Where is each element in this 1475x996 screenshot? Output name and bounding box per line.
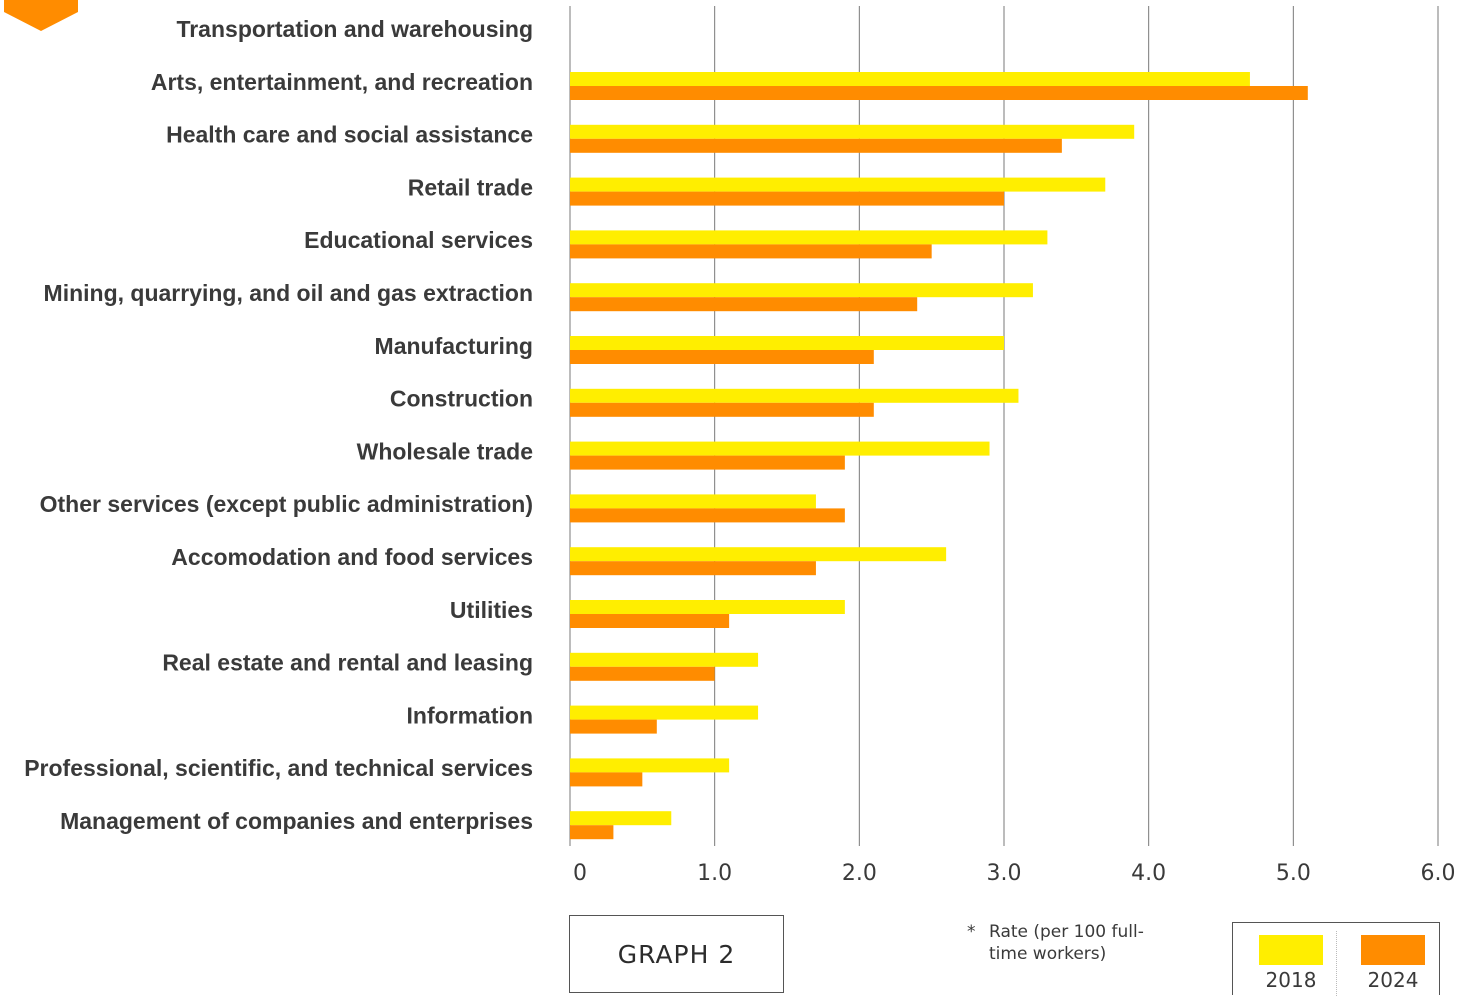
category-label-1: Arts, entertainment, and recreation (151, 69, 533, 95)
category-label-12: Real estate and rental and leasing (162, 650, 533, 676)
category-label-8: Wholesale trade (357, 438, 533, 464)
graph-label: GRAPH 2 (617, 939, 736, 969)
legend-swatch-2024 (1361, 935, 1425, 965)
graph-label-box: GRAPH 2 (569, 915, 784, 993)
bar-2018-8 (570, 441, 990, 456)
legend-swatch-2018 (1259, 935, 1323, 965)
x-tick-label-5: 5.0 (1276, 861, 1311, 886)
category-labels: Transportation and warehousing Arts, ente… (24, 16, 533, 834)
x-tick-label-6: 6.0 (1421, 861, 1456, 886)
bar-2024-10 (570, 561, 816, 576)
x-tick-label-1: 1.0 (697, 861, 732, 886)
bar-2024-15 (570, 825, 614, 840)
legend-label-2018: 2018 (1265, 968, 1317, 992)
x-tick-label-2: 2.0 (842, 861, 877, 886)
bar-2024-14 (570, 772, 643, 787)
footnote-text: Rate (per 100 full-time workers) (989, 922, 1144, 964)
bar-2024-11 (570, 614, 730, 628)
category-label-10: Accomodation and food services (171, 544, 533, 570)
category-label-7: Construction (390, 386, 533, 412)
bar-2024-5 (570, 297, 918, 312)
bar-2024-9 (570, 508, 845, 523)
bar-2018-13 (570, 705, 759, 720)
bar-2018-15 (570, 811, 672, 826)
bar-2024-3 (570, 191, 1004, 206)
legend-item-2018: 2018 (1259, 935, 1323, 992)
bar-chart: Transportation and warehousing Arts, ente… (24, 6, 1456, 886)
bar-2018-4 (570, 230, 1048, 245)
bar-2024-6 (570, 350, 874, 364)
bar-2018-12 (570, 652, 759, 667)
bars (570, 72, 1308, 840)
category-label-15: Management of companies and enterprises (60, 808, 533, 834)
bar-2024-2 (570, 138, 1062, 153)
x-tick-label-0: 0 (573, 861, 587, 886)
footnote-marker: * (967, 922, 976, 942)
bar-2018-11 (570, 600, 845, 614)
bar-2018-7 (570, 388, 1019, 403)
bar-2024-12 (570, 666, 715, 681)
bar-2018-1 (570, 72, 1250, 86)
category-label-14: Professional, scientific, and technical … (24, 755, 533, 781)
x-tick-label-3: 3.0 (987, 861, 1022, 886)
corner-tab-marker (4, 0, 78, 31)
bar-2018-14 (570, 758, 730, 773)
category-label-9: Other services (except public administra… (40, 491, 533, 517)
bar-2018-2 (570, 124, 1135, 139)
x-axis-tick-labels: 0 1.0 2.0 3.0 4.0 5.0 6.0 (573, 861, 1456, 886)
legend-item-2024: 2024 (1361, 935, 1425, 992)
legend-divider (1336, 931, 1337, 996)
category-label-2: Health care and social assistance (166, 122, 533, 148)
category-label-3: Retail trade (408, 174, 533, 200)
legend-label-2024: 2024 (1367, 968, 1419, 992)
bar-2018-5 (570, 283, 1033, 298)
x-tick-label-4: 4.0 (1131, 861, 1166, 886)
category-label-11: Utilities (450, 597, 533, 623)
category-label-6: Manufacturing (375, 333, 533, 359)
legend: 2018 2024 (1232, 922, 1440, 996)
bar-2024-1 (570, 86, 1308, 100)
bar-2018-6 (570, 336, 1004, 350)
bar-2018-10 (570, 547, 947, 562)
bar-2024-4 (570, 244, 932, 259)
bar-2024-13 (570, 719, 657, 734)
bar-2024-7 (570, 402, 874, 417)
category-label-13: Information (407, 702, 534, 728)
bar-2024-8 (570, 455, 845, 470)
bar-2018-3 (570, 177, 1106, 192)
category-label-5: Mining, quarrying, and oil and gas extra… (44, 280, 533, 306)
category-label-4: Educational services (304, 227, 533, 253)
bar-2018-9 (570, 494, 816, 509)
category-label-0: Transportation and warehousing (176, 16, 533, 42)
